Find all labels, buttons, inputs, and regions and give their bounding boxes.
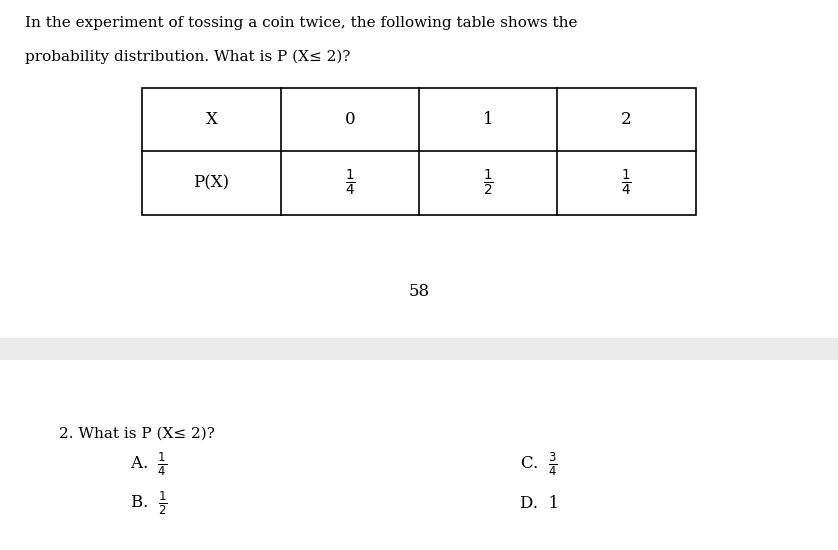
Text: $\frac{1}{4}$: $\frac{1}{4}$ — [621, 168, 632, 198]
Text: X: X — [205, 111, 218, 128]
Text: 0: 0 — [344, 111, 355, 128]
Text: B.  $\frac{1}{2}$: B. $\frac{1}{2}$ — [130, 490, 168, 517]
Text: 58: 58 — [408, 283, 430, 300]
Text: P(X): P(X) — [194, 174, 230, 191]
Text: probability distribution. What is P (X≤ 2)?: probability distribution. What is P (X≤ … — [25, 50, 350, 64]
Text: D.  1: D. 1 — [520, 495, 559, 512]
Bar — [142, 88, 696, 214]
Text: $\frac{1}{2}$: $\frac{1}{2}$ — [483, 168, 494, 198]
Text: $\frac{1}{4}$: $\frac{1}{4}$ — [344, 168, 355, 198]
Text: In the experiment of tossing a coin twice, the following table shows the: In the experiment of tossing a coin twic… — [25, 16, 577, 30]
Text: 2. What is P (X≤ 2)?: 2. What is P (X≤ 2)? — [59, 426, 215, 440]
Text: 2: 2 — [621, 111, 632, 128]
Text: C.  $\frac{3}{4}$: C. $\frac{3}{4}$ — [520, 451, 557, 478]
Bar — [0, 338, 838, 360]
Text: 1: 1 — [483, 111, 494, 128]
Text: A.  $\frac{1}{4}$: A. $\frac{1}{4}$ — [130, 451, 168, 478]
